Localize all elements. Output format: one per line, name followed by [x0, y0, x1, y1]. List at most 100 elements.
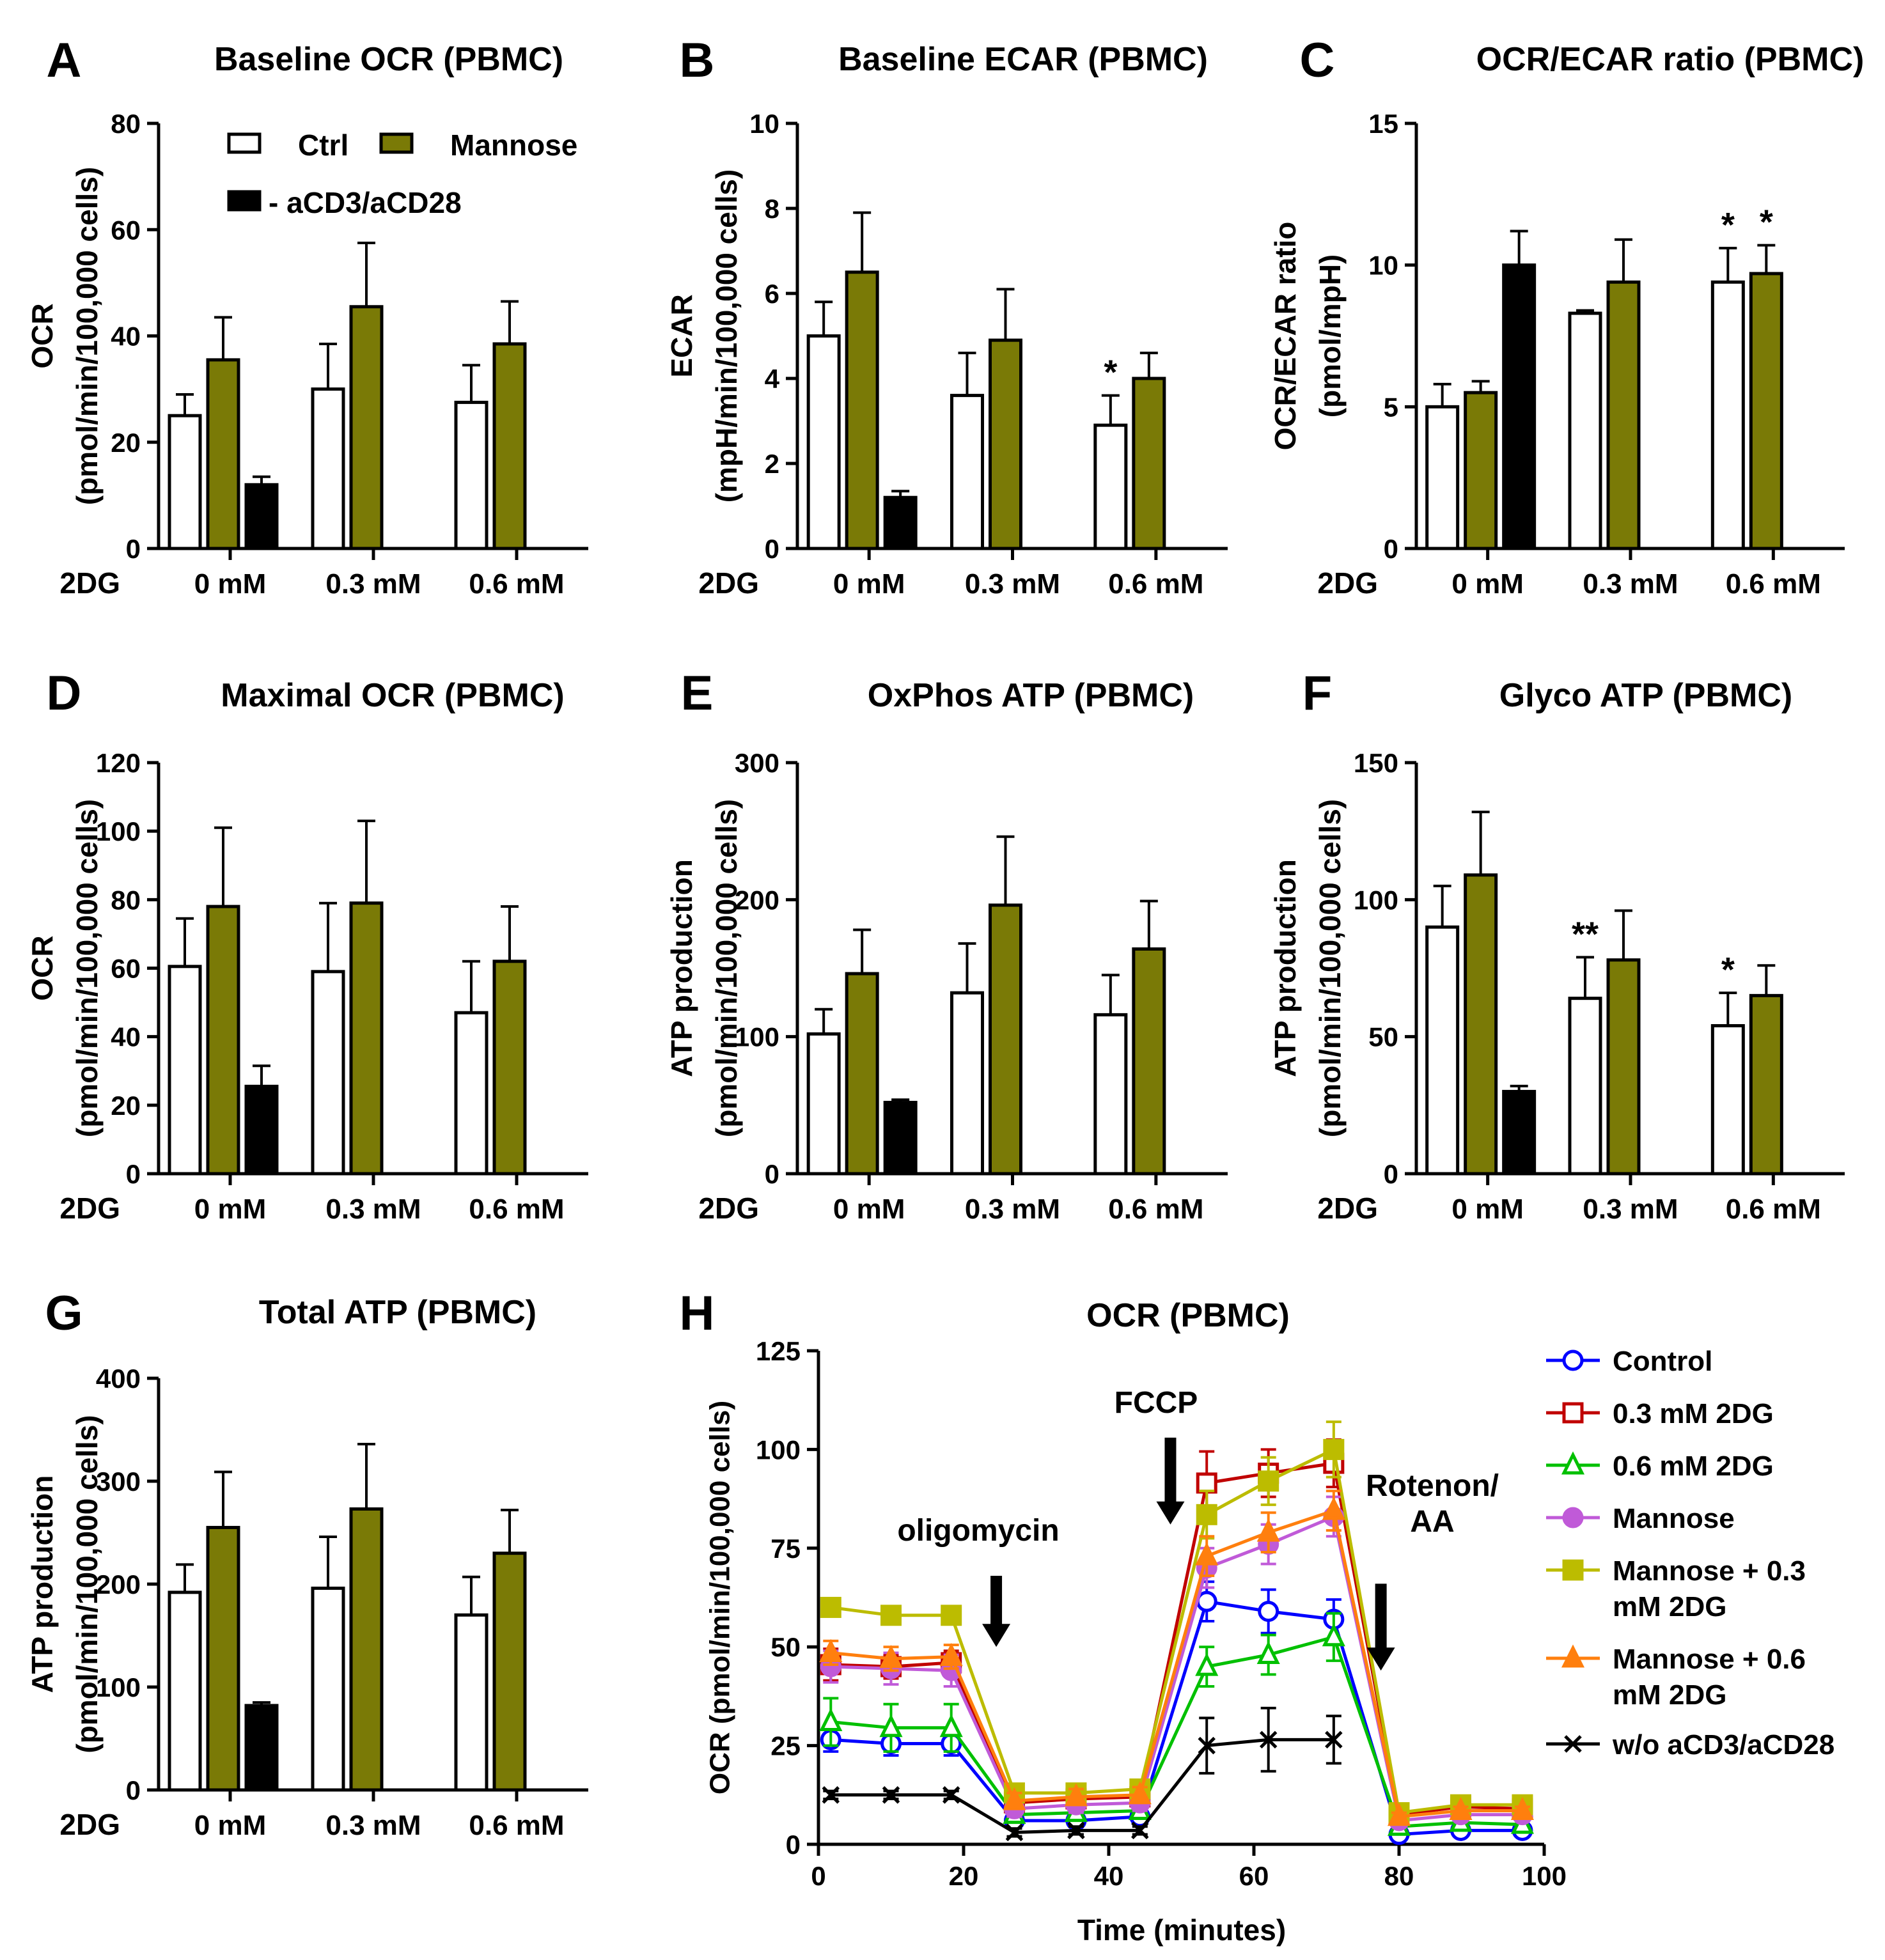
marker — [1256, 1640, 1280, 1665]
panel-d: D Maximal OCR (PBMC) 0 20 40 60 80 100 120 OCR (pm… — [26, 666, 588, 1225]
x-tick-label: 0.6 mM — [1108, 568, 1203, 600]
injection-label: Rotenon/AA — [1366, 1469, 1499, 1539]
y-tick-label: 2 — [765, 449, 779, 479]
y-tick-label: 80 — [111, 885, 141, 915]
bar-ctrl — [1568, 311, 1602, 550]
bar-ctrl — [1425, 925, 1460, 1176]
panel-h: H OCR (PBMC) 0 25 50 75 100 125 0 20 40 60 80 100 Time… — [680, 1286, 1835, 1947]
y-axis-label: OCR/ECAR ratio — [1269, 222, 1302, 451]
legend-label: mM 2DG — [1613, 1679, 1726, 1711]
x-tick-label: 0.3 mM — [965, 568, 1060, 600]
bar-ctrl — [1093, 423, 1128, 550]
marker — [1322, 1497, 1345, 1520]
injection-label: FCCP — [1115, 1386, 1198, 1420]
significance-mark: * — [1721, 206, 1735, 244]
marker — [1131, 1821, 1149, 1840]
marker — [819, 1638, 843, 1662]
marker — [1561, 1451, 1585, 1475]
bar-ctrl — [454, 1613, 489, 1792]
marker — [1003, 1787, 1026, 1810]
marker — [879, 1645, 903, 1668]
bar-ctrl — [1093, 1013, 1128, 1176]
panel-label: D — [47, 666, 82, 720]
x-tick-label: 0 mM — [833, 568, 905, 600]
y-tick-label: 300 — [735, 748, 779, 778]
y-axis-label: OCR (pmol/min/100,000 cells) — [704, 1401, 735, 1794]
y-tick-label: 200 — [735, 885, 779, 915]
y-axis-label: (pmol/min/100,000 cells) — [710, 799, 743, 1137]
bar-ctrl — [454, 1011, 489, 1176]
bar-ctrl — [168, 1591, 202, 1792]
panel-e: E OxPhos ATP (PBMC) 0 100 200 300 ATP producti… — [665, 666, 1228, 1225]
injection-arrow: FCCP — [1115, 1386, 1198, 1525]
marker — [822, 1786, 840, 1804]
y-tick-label: 0 — [126, 1159, 141, 1189]
bar-ctrl — [1710, 280, 1745, 550]
y-tick-label: 120 — [96, 748, 141, 778]
y-tick-label: 40 — [111, 322, 141, 352]
significance-mark: * — [1104, 354, 1117, 392]
x-tick-label: 0.6 mM — [1108, 1194, 1203, 1225]
legend-lines: Control 0.3 mM 2DG 0.6 mM 2DG Mannose Mannos… — [1546, 1346, 1834, 1761]
bar-mannose — [1464, 391, 1498, 550]
bar-anti — [1502, 263, 1537, 550]
y-tick-label: 100 — [1354, 885, 1398, 915]
legend-label: w/o aCD3/aCD28 — [1612, 1729, 1834, 1761]
series-line — [831, 1508, 1522, 1819]
panel-a: A Baseline OCR (PBMC) 0 20 40 60 80 OCR (pmol/mi… — [26, 33, 588, 600]
significance-mark: * — [1760, 203, 1773, 242]
marker — [939, 1714, 963, 1738]
y-tick-label: 0 — [765, 534, 779, 564]
x-tick-label: 0.6 mM — [469, 1194, 564, 1225]
panel-title: OCR (PBMC) — [1086, 1297, 1290, 1334]
marker — [879, 1714, 903, 1738]
x-group-prefix: 2DG — [59, 566, 120, 600]
y-axis-label: (pmol/min/100,000 cells) — [1313, 799, 1347, 1137]
bar-anti — [244, 1084, 279, 1176]
y-axis-label: (mpH/min/100,000 cells) — [710, 169, 743, 503]
bar-mannose — [206, 358, 240, 550]
x-tick-label: 0.6 mM — [469, 1810, 564, 1841]
significance-mark: ** — [1572, 915, 1599, 953]
marker — [941, 1605, 962, 1626]
panel-label: B — [680, 33, 715, 88]
marker — [1067, 1821, 1085, 1840]
marker — [1449, 1796, 1473, 1821]
x-tick-label: 0 mM — [833, 1194, 905, 1225]
bar-mannose — [492, 342, 527, 550]
x-group-prefix: 2DG — [59, 1808, 120, 1841]
marker — [880, 1605, 902, 1626]
x-tick-label: 0.3 mM — [1583, 1194, 1678, 1225]
bar-ctrl — [806, 1032, 841, 1176]
x-tick-label: 0.6 mM — [1726, 1194, 1821, 1225]
y-tick-label: 0 — [786, 1830, 801, 1860]
x-group-prefix: 2DG — [59, 1192, 120, 1225]
panel-b: B Baseline ECAR (PBMC) 0 2 4 6 8 10 ECAR (mpH/min… — [665, 33, 1228, 600]
panel-title: Baseline OCR (PBMC) — [214, 41, 563, 78]
y-tick-label: 20 — [111, 1091, 141, 1121]
bar-mannose — [492, 960, 527, 1176]
x-tick-label: 0.6 mM — [469, 568, 564, 600]
y-tick-label: 10 — [749, 109, 779, 139]
legend-label: 0.3 mM 2DG — [1613, 1398, 1774, 1429]
marker — [1258, 1601, 1279, 1622]
bar-anti — [883, 1101, 918, 1176]
bar-ctrl — [311, 387, 345, 550]
x-tick-label: 80 — [1384, 1861, 1414, 1891]
legend-swatch-mannose — [379, 132, 414, 154]
y-tick-label: 125 — [756, 1336, 801, 1366]
marker — [1064, 1783, 1088, 1807]
bar-ctrl — [950, 991, 984, 1176]
marker — [1325, 1731, 1343, 1749]
panel-title: Glyco ATP (PBMC) — [1499, 677, 1792, 714]
y-tick-label: 8 — [765, 194, 779, 224]
marker — [1258, 1470, 1279, 1492]
y-tick-label: 100 — [96, 816, 141, 846]
y-tick-label: 75 — [770, 1534, 801, 1564]
x-tick-label: 0.3 mM — [965, 1194, 1060, 1225]
panel-label: F — [1302, 666, 1332, 720]
panel-label: A — [47, 33, 82, 88]
series-2 — [819, 1612, 1534, 1836]
y-tick-label: 60 — [111, 954, 141, 984]
panel-title: OxPhos ATP (PBMC) — [868, 677, 1194, 714]
